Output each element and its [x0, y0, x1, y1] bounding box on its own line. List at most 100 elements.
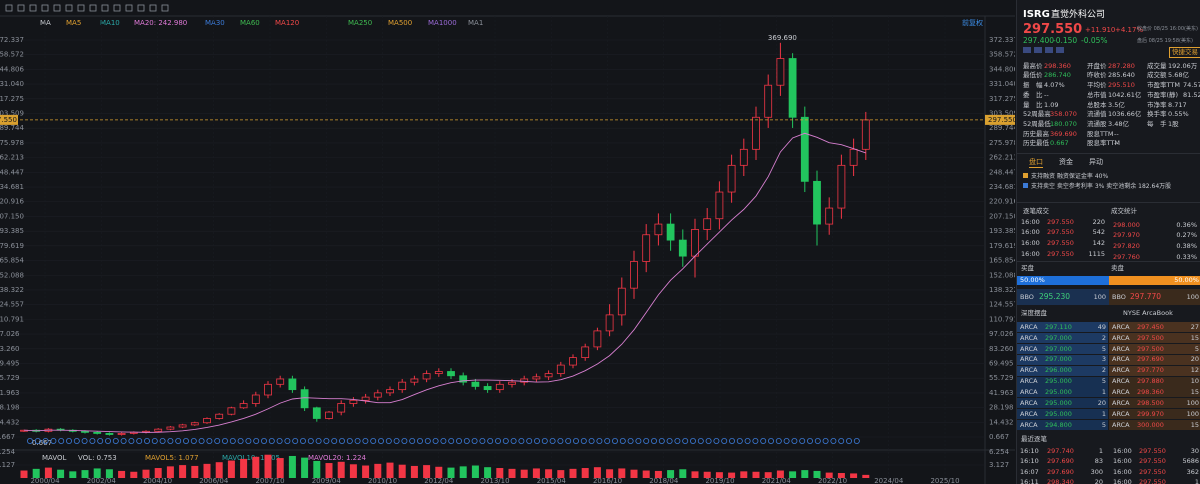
trade-button[interactable]: 快捷交易	[1169, 46, 1200, 59]
toolbar-icon	[17, 4, 25, 12]
toolbar-icon	[41, 4, 49, 12]
candle-body	[752, 116, 760, 150]
stat-value: 4.07%	[1044, 81, 1065, 90]
depth-ask-size: 100	[1186, 409, 1199, 418]
volume-bar	[301, 457, 309, 478]
stat-label: 流通股	[1087, 119, 1107, 128]
volume-bar	[142, 469, 150, 478]
volume-bar	[545, 469, 553, 478]
stat-value: 3.5亿	[1108, 100, 1125, 109]
depth-venue: ARCA	[1020, 355, 1038, 364]
stat-label: 最低价	[1023, 71, 1043, 80]
volume-bar	[496, 468, 504, 478]
stat-label: 开盘价	[1087, 61, 1107, 70]
y-tick-label-left: 179.619	[0, 242, 24, 250]
tab[interactable]: 异动	[1089, 157, 1103, 166]
toolbar-icon	[149, 4, 157, 12]
event-marker	[463, 437, 470, 444]
volume-bar	[81, 470, 89, 478]
depth-ask: 300.000	[1137, 420, 1164, 429]
stat-value: 298.360	[1044, 61, 1071, 70]
event-marker	[853, 437, 860, 444]
stat-price: 297.760	[1113, 252, 1140, 261]
trade-size: 142	[1092, 239, 1105, 248]
event-marker	[549, 437, 556, 444]
candle-body	[459, 375, 468, 383]
event-marker	[557, 437, 564, 444]
candle-body	[227, 407, 236, 415]
y-tick-label: 344.806	[989, 65, 1015, 73]
x-tick-label: 2010/10	[368, 477, 397, 484]
y-tick-label: 358.572	[989, 51, 1015, 59]
event-marker	[42, 437, 49, 444]
y-tick-label-left: 275.978	[0, 139, 24, 147]
candle-body	[593, 330, 602, 348]
ma-legend: MA500	[388, 19, 412, 27]
x-tick-label: 2019/10	[705, 477, 734, 484]
adjust-label[interactable]: 前复权	[962, 18, 983, 27]
stat-value: --	[1114, 129, 1119, 138]
last-price-label-left: 297.550	[0, 116, 17, 124]
event-marker	[440, 437, 447, 444]
indicator-label[interactable]: MA	[40, 19, 51, 27]
event-marker	[588, 437, 595, 444]
recent-price: 297.550	[1139, 477, 1166, 484]
event-marker	[627, 437, 634, 444]
y-tick-label-left: 248.447	[0, 168, 24, 176]
y-tick-label-left: 220.916	[0, 198, 24, 206]
volume-bar	[740, 471, 748, 478]
y-tick-label-left: 234.681	[0, 183, 24, 191]
y-tick-label-left: 28.198	[0, 404, 20, 412]
depth-bid: 296.000	[1045, 366, 1072, 375]
y-tick-label-left: 14.432	[0, 418, 20, 426]
volume-bar	[471, 465, 479, 478]
stat-value: 3.48亿	[1108, 119, 1129, 128]
candle-body	[764, 84, 773, 118]
event-marker	[307, 437, 314, 444]
x-tick-label: 2018/04	[649, 477, 679, 484]
bid-row-bg	[1017, 365, 1108, 376]
volume-bar	[715, 472, 723, 478]
volume-legend: VOL: 0.753	[78, 454, 117, 462]
volume-bar	[569, 468, 577, 478]
y-tick-label: 372.337	[989, 36, 1015, 44]
notice: 支持卖空 卖空参考利率 3% 卖空池剩余 182.64万股	[1031, 183, 1172, 190]
depth-venue: ARCA	[1020, 377, 1038, 386]
after-change: -0.150	[1053, 36, 1078, 46]
bid-row-bg	[1017, 343, 1108, 354]
stat-label: 52周最高	[1023, 110, 1051, 119]
tab[interactable]: 资金	[1059, 157, 1073, 166]
candle-body	[666, 223, 675, 241]
volume-bar	[667, 470, 675, 478]
event-marker	[89, 437, 96, 444]
candle-body	[788, 58, 797, 118]
ma-legend: MA60	[240, 19, 260, 27]
stat-label: 换手率	[1147, 110, 1167, 119]
stat-value: 1股	[1168, 119, 1179, 128]
recent-price: 297.740	[1047, 446, 1074, 455]
recent-time: 16:10	[1020, 446, 1039, 455]
depth-ask-size: 10	[1190, 377, 1199, 386]
event-marker	[744, 437, 751, 444]
event-marker	[182, 437, 189, 444]
candle-body	[373, 392, 382, 398]
stat-label: 52周最低	[1023, 119, 1051, 128]
toolbar-icon	[113, 4, 121, 12]
event-marker	[635, 437, 642, 444]
recent-price: 297.690	[1047, 467, 1074, 476]
depth-bid-size: 20	[1097, 399, 1106, 408]
volume-bar	[435, 466, 443, 478]
y-tick-label: 317.275	[989, 95, 1015, 103]
depth-ask: 298.360	[1137, 388, 1164, 397]
ma-legend: MA1	[468, 19, 483, 27]
ma-legend: MA20: 242.980	[134, 19, 187, 27]
trade-time: 16:00	[1021, 249, 1040, 258]
candle-body	[276, 378, 285, 385]
depth-bid-size: 2	[1101, 366, 1106, 375]
y-tick-label-left: 303.509	[0, 110, 24, 118]
ask-row-bg	[1109, 376, 1200, 387]
candle-body	[325, 411, 333, 419]
tab[interactable]: 盘口	[1029, 157, 1043, 166]
chart-bg	[0, 0, 1015, 484]
volume-bar	[801, 470, 809, 478]
